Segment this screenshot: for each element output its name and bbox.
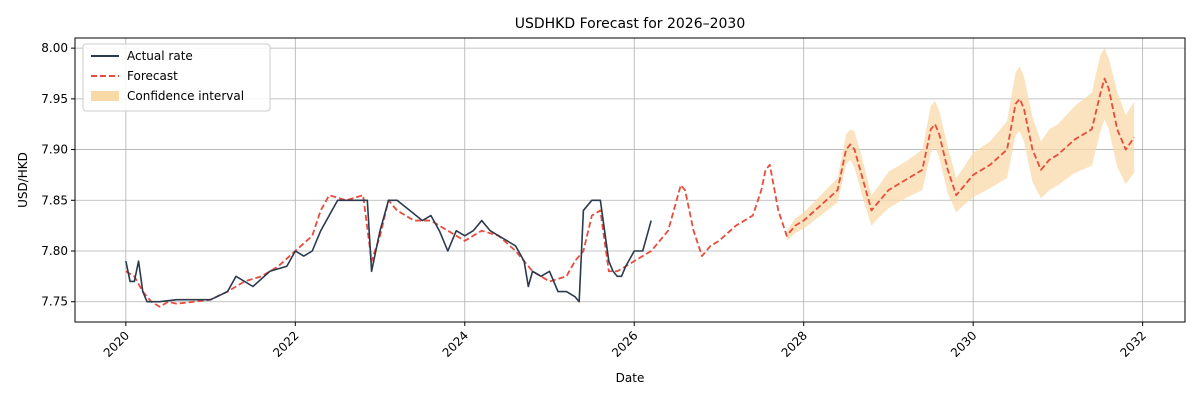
confidence-band xyxy=(786,48,1135,241)
forecast-line xyxy=(125,77,1135,308)
confidence-band-layer xyxy=(786,48,1135,241)
x-tick-label: 2030 xyxy=(948,328,979,359)
y-tick-label: 7.90 xyxy=(41,143,68,157)
plot-frame xyxy=(74,37,1186,323)
y-tick-label: 7.80 xyxy=(41,244,68,258)
y-tick-label: 8.00 xyxy=(41,41,68,55)
y-tick-label: 7.95 xyxy=(41,92,68,106)
legend-forecast-label: Forecast xyxy=(127,69,178,83)
x-tick-label: 2022 xyxy=(270,328,301,359)
legend: Actual rate Forecast Confidence interval xyxy=(82,43,271,112)
legend-ci-swatch xyxy=(91,91,119,101)
actual-rate-line xyxy=(125,199,652,303)
legend-actual-label: Actual rate xyxy=(127,49,193,63)
x-tick-label: 2032 xyxy=(1117,328,1148,359)
series-layer xyxy=(125,77,1135,308)
y-tick-label: 7.75 xyxy=(41,295,68,309)
legend-box xyxy=(82,43,271,112)
x-tick-label: 2024 xyxy=(440,328,471,359)
x-tick-label: 2020 xyxy=(101,328,132,359)
chart-title: USDHKD Forecast for 2026–2030 xyxy=(515,16,746,32)
x-tick-label: 2028 xyxy=(779,328,810,359)
y-tick-label: 7.85 xyxy=(41,193,68,207)
y-axis: 7.75 7.80 7.85 7.90 7.95 8.00 xyxy=(41,41,75,309)
legend-ci-label: Confidence interval xyxy=(127,89,244,103)
x-axis: 2020 2022 2024 2026 2028 2030 2032 xyxy=(101,322,1149,360)
x-tick-label: 2026 xyxy=(609,328,640,359)
y-axis-label: USD/HKD xyxy=(16,152,30,208)
x-axis-label: Date xyxy=(616,371,645,385)
